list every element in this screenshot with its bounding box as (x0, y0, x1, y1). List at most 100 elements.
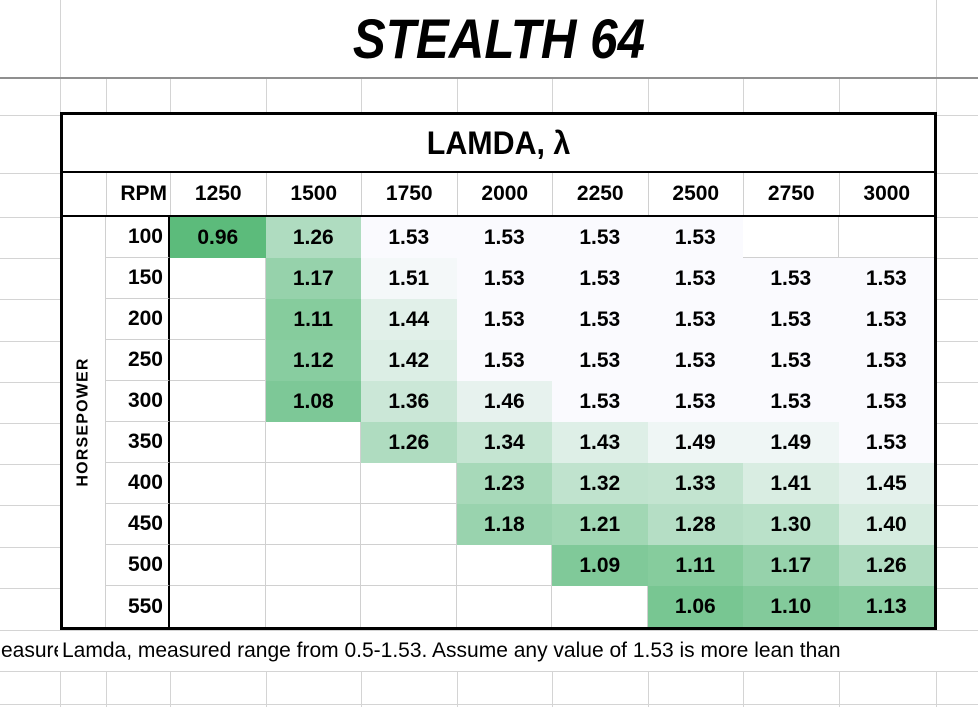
corner-cell[interactable] (63, 173, 106, 215)
lambda-value-cell[interactable]: 1.40 (838, 504, 934, 545)
empty-cell[interactable] (170, 381, 266, 422)
lambda-value-cell[interactable]: 1.53 (743, 258, 839, 299)
hp-row-header[interactable]: 400 (106, 463, 170, 504)
empty-cell[interactable] (265, 545, 361, 586)
lambda-value-cell[interactable]: 1.13 (838, 586, 934, 627)
lambda-value-cell[interactable]: 1.34 (456, 422, 552, 463)
lambda-value-cell[interactable]: 1.08 (265, 381, 361, 422)
empty-cell[interactable] (170, 422, 266, 463)
lambda-value-cell[interactable]: 1.23 (456, 463, 552, 504)
lambda-value-cell[interactable]: 1.33 (647, 463, 743, 504)
lambda-value-cell[interactable]: 1.53 (552, 340, 648, 381)
lambda-value-cell[interactable]: 1.53 (552, 258, 648, 299)
empty-cell[interactable] (170, 258, 266, 299)
lambda-value-cell[interactable]: 1.32 (552, 463, 648, 504)
footnote-clipped-cell[interactable]: easured (1, 630, 58, 671)
lambda-value-cell[interactable]: 1.17 (265, 258, 361, 299)
lambda-value-cell[interactable]: 1.53 (456, 217, 552, 258)
lambda-value-cell[interactable]: 1.53 (361, 217, 457, 258)
empty-cell[interactable] (265, 463, 361, 504)
empty-cell[interactable] (170, 586, 266, 627)
lambda-value-cell[interactable]: 1.53 (456, 340, 552, 381)
empty-cell[interactable] (170, 299, 266, 340)
rpm-col-header[interactable]: 1750 (361, 173, 457, 215)
lambda-value-cell[interactable]: 1.12 (265, 340, 361, 381)
horsepower-axis-cell[interactable]: HORSEPOWER (63, 217, 106, 627)
lambda-value-cell[interactable]: 1.10 (743, 586, 839, 627)
hp-row-header[interactable]: 450 (106, 504, 170, 545)
lambda-value-cell[interactable]: 1.28 (647, 504, 743, 545)
lambda-value-cell[interactable]: 1.44 (361, 299, 457, 340)
lambda-value-cell[interactable]: 1.53 (743, 299, 839, 340)
empty-cell[interactable] (170, 545, 266, 586)
empty-cell[interactable] (361, 463, 457, 504)
empty-cell[interactable] (265, 504, 361, 545)
lambda-value-cell[interactable]: 1.06 (647, 586, 743, 627)
lambda-value-cell[interactable]: 1.53 (552, 381, 648, 422)
lambda-value-cell[interactable]: 1.53 (647, 299, 743, 340)
lambda-value-cell[interactable]: 1.53 (647, 340, 743, 381)
hp-row-header[interactable]: 100 (106, 217, 170, 258)
lambda-value-cell[interactable]: 1.53 (552, 217, 648, 258)
footnote-cell[interactable]: Lamda, measured range from 0.5-1.53. Ass… (62, 630, 978, 671)
lambda-value-cell[interactable]: 1.45 (838, 463, 934, 504)
empty-cell[interactable] (361, 545, 457, 586)
hp-row-header[interactable]: 200 (106, 299, 170, 340)
lambda-value-cell[interactable]: 1.49 (743, 422, 839, 463)
empty-cell[interactable] (265, 586, 361, 627)
rpm-col-header[interactable]: 1500 (265, 173, 362, 215)
lambda-value-cell[interactable]: 1.11 (647, 545, 743, 586)
lambda-value-cell[interactable]: 1.17 (743, 545, 839, 586)
empty-cell[interactable] (456, 545, 552, 586)
lambda-value-cell[interactable]: 1.53 (743, 340, 839, 381)
empty-cell[interactable] (838, 217, 934, 258)
rpm-col-header[interactable]: 2000 (456, 173, 553, 215)
lambda-value-cell[interactable]: 1.53 (647, 258, 743, 299)
lambda-value-cell[interactable]: 1.51 (361, 258, 457, 299)
empty-cell[interactable] (170, 340, 266, 381)
lambda-value-cell[interactable]: 1.11 (265, 299, 361, 340)
lambda-value-cell[interactable]: 1.43 (552, 422, 648, 463)
hp-row-header[interactable]: 350 (106, 422, 170, 463)
empty-cell[interactable] (743, 217, 839, 258)
table-header-cell[interactable]: LAMDA, λ (63, 115, 934, 173)
rpm-axis-label-cell[interactable]: RPM (106, 173, 170, 215)
lambda-value-cell[interactable]: 1.53 (647, 217, 743, 258)
hp-row-header[interactable]: 250 (106, 340, 170, 381)
hp-row-header[interactable]: 150 (106, 258, 170, 299)
lambda-value-cell[interactable]: 1.18 (456, 504, 552, 545)
lambda-value-cell[interactable]: 1.53 (838, 258, 934, 299)
empty-cell[interactable] (170, 463, 266, 504)
rpm-col-header[interactable]: 2250 (552, 173, 648, 215)
lambda-value-cell[interactable]: 1.53 (743, 381, 839, 422)
lambda-value-cell[interactable]: 1.30 (743, 504, 839, 545)
lambda-value-cell[interactable]: 1.53 (456, 258, 552, 299)
lambda-value-cell[interactable]: 1.53 (647, 381, 743, 422)
lambda-value-cell[interactable]: 1.42 (361, 340, 457, 381)
hp-row-header[interactable]: 300 (106, 381, 170, 422)
hp-row-header[interactable]: 500 (106, 545, 170, 586)
empty-cell[interactable] (361, 504, 457, 545)
lambda-value-cell[interactable]: 1.53 (838, 381, 934, 422)
lambda-value-cell[interactable]: 1.26 (265, 217, 361, 258)
lambda-value-cell[interactable]: 1.53 (838, 340, 934, 381)
lambda-value-cell[interactable]: 1.53 (838, 422, 934, 463)
empty-cell[interactable] (170, 504, 266, 545)
sheet-title-cell[interactable]: STEALTH 64 (60, 0, 937, 77)
lambda-value-cell[interactable]: 1.49 (647, 422, 743, 463)
rpm-col-header[interactable]: 1250 (170, 173, 266, 215)
empty-cell[interactable] (552, 586, 648, 627)
lambda-value-cell[interactable]: 1.53 (456, 299, 552, 340)
empty-cell[interactable] (361, 586, 457, 627)
lambda-value-cell[interactable]: 1.53 (838, 299, 934, 340)
rpm-col-header[interactable]: 3000 (838, 173, 935, 215)
hp-row-header[interactable]: 550 (106, 586, 170, 627)
lambda-value-cell[interactable]: 1.53 (552, 299, 648, 340)
lambda-value-cell[interactable]: 1.09 (552, 545, 648, 586)
rpm-col-header[interactable]: 2750 (743, 173, 839, 215)
lambda-value-cell[interactable]: 0.96 (170, 217, 266, 258)
lambda-value-cell[interactable]: 1.21 (552, 504, 648, 545)
lambda-value-cell[interactable]: 1.26 (361, 422, 457, 463)
lambda-value-cell[interactable]: 1.26 (838, 545, 934, 586)
lambda-value-cell[interactable]: 1.41 (743, 463, 839, 504)
